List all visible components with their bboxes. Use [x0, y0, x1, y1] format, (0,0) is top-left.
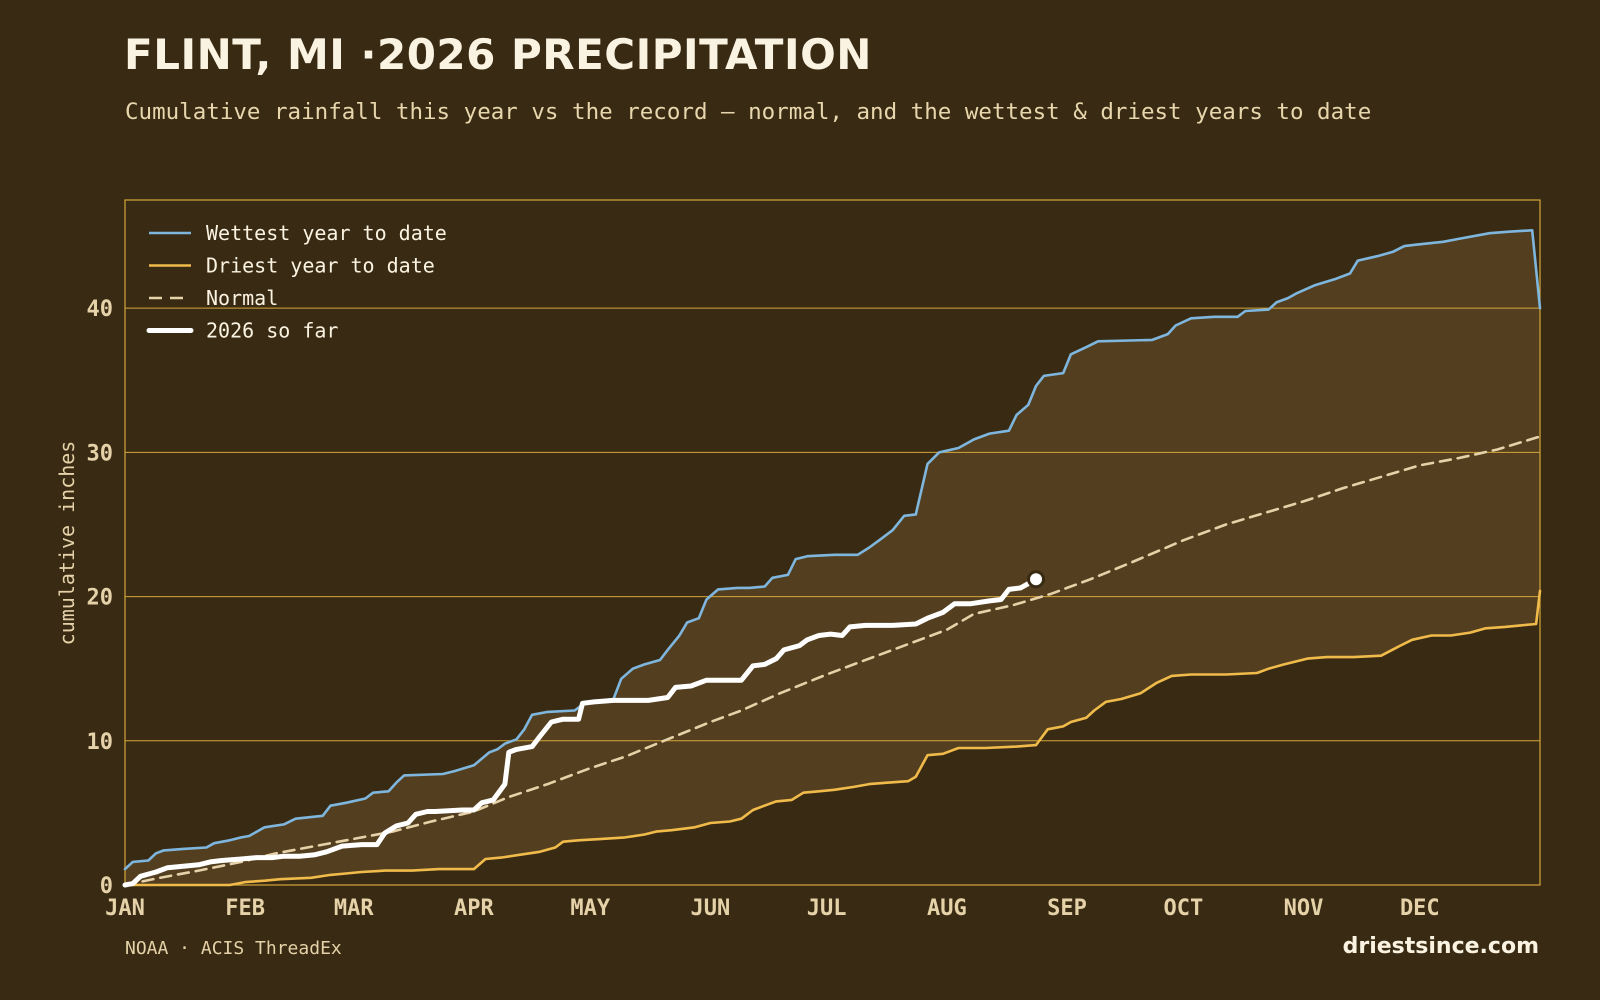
series-line-2026-so-far: [122, 576, 1039, 888]
x-tick-label-jan: JAN: [105, 896, 145, 921]
y-tick-label: 30: [87, 441, 114, 466]
gridlines: [125, 307, 1540, 742]
series-line-driest-year-to-date: [123, 589, 1542, 887]
y-tick-label: 10: [87, 730, 114, 755]
x-tick-label-jun: JUN: [691, 896, 731, 921]
legend-label: Normal: [206, 286, 278, 310]
x-tick-label-apr: APR: [454, 896, 494, 921]
brand-link[interactable]: driestsince.com: [1342, 934, 1539, 959]
series-line-wettest-year-to-date: [123, 229, 1542, 871]
series-lines: [122, 229, 1542, 888]
current-day-marker: [1027, 570, 1046, 589]
legend-label: Driest year to date: [206, 254, 435, 278]
x-tick-label-dec: DEC: [1400, 896, 1440, 921]
legend-label: Wettest year to date: [206, 221, 447, 245]
legend: Wettest year to date Driest year to date N…: [146, 221, 447, 343]
y-tick-label: 20: [87, 586, 114, 611]
plot-frame: [124, 199, 1541, 886]
data-source: NOAA · ACIS ThreadEx: [125, 938, 342, 959]
y-axis-label: cumulative inches: [55, 441, 79, 646]
y-tick-label: 0: [100, 874, 113, 899]
x-tick-label-oct: OCT: [1163, 896, 1203, 921]
x-tick-labels: JAN FEB MAR APR MAY JUN JUL AUG SEP OCT NOV DEC: [105, 896, 1440, 921]
series-line-normal: [123, 435, 1542, 887]
x-tick-label-may: MAY: [570, 896, 610, 921]
x-tick-label-mar: MAR: [334, 896, 374, 921]
y-tick-label: 40: [87, 297, 114, 322]
chart-title: FLINT, MI ·2026 PRECIPITATION: [124, 30, 872, 79]
legend-label: 2026 so far: [206, 319, 338, 343]
record-band: [125, 230, 1540, 886]
chart-subtitle: Cumulative rainfall this year vs the rec…: [125, 99, 1372, 125]
x-tick-label-aug: AUG: [927, 896, 967, 921]
x-tick-label-jul: JUL: [807, 896, 847, 921]
x-tick-label-sep: SEP: [1047, 896, 1087, 921]
y-tick-labels: 0 10 20 30 40: [87, 297, 114, 899]
x-tick-label-nov: NOV: [1284, 896, 1324, 921]
x-tick-label-feb: FEB: [225, 896, 265, 921]
